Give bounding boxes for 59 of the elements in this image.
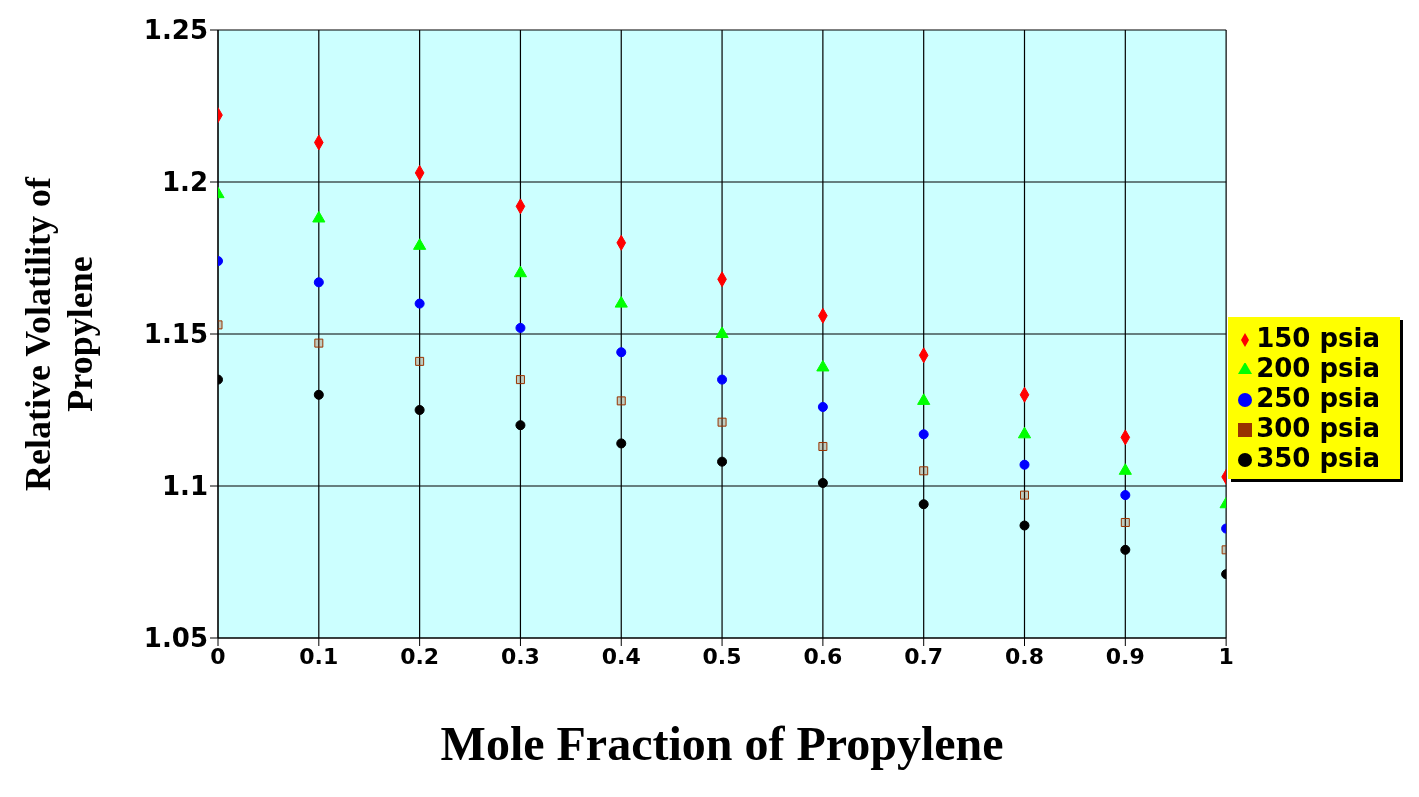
point bbox=[1019, 520, 1030, 531]
point bbox=[1120, 544, 1131, 555]
point bbox=[918, 499, 929, 510]
point bbox=[313, 277, 324, 288]
y-axis-title: Relative Volatility of Propylene bbox=[18, 176, 100, 491]
point bbox=[817, 401, 828, 412]
point bbox=[717, 456, 728, 467]
point bbox=[413, 238, 427, 250]
x-tick-label: 0.5 bbox=[702, 643, 742, 669]
x-tick-label: 0.4 bbox=[601, 643, 641, 669]
x-tick-label: 0.9 bbox=[1105, 643, 1145, 669]
y-tick-label: 1.05 bbox=[143, 623, 208, 654]
point bbox=[616, 438, 627, 449]
point bbox=[513, 265, 528, 278]
legend-label: 250 psia bbox=[1256, 383, 1380, 413]
legend-label: 350 psia bbox=[1256, 443, 1380, 473]
x-tick-label: 0.8 bbox=[1005, 643, 1044, 669]
point bbox=[616, 396, 626, 406]
point bbox=[917, 393, 931, 405]
y-tick-label: 1.2 bbox=[161, 167, 208, 198]
point bbox=[313, 389, 324, 400]
point bbox=[1120, 517, 1130, 527]
x-tick-label: 0.6 bbox=[803, 643, 843, 669]
legend-label: 150 psia bbox=[1256, 323, 1380, 353]
x-tick-label: 0 bbox=[210, 643, 226, 669]
y-tick-label: 1.1 bbox=[161, 471, 208, 502]
point bbox=[515, 420, 526, 431]
point bbox=[818, 441, 828, 451]
point bbox=[1020, 490, 1029, 500]
point bbox=[1118, 463, 1132, 475]
point bbox=[817, 477, 828, 488]
point bbox=[717, 417, 727, 427]
point bbox=[919, 466, 929, 476]
x-axis-title: Mole Fraction of Propylene bbox=[440, 717, 1004, 770]
point bbox=[715, 326, 729, 339]
legend-label: 200 psia bbox=[1256, 353, 1380, 383]
point bbox=[515, 322, 526, 333]
y-tick-label: 1.15 bbox=[143, 319, 208, 350]
point bbox=[515, 375, 525, 385]
point bbox=[1019, 459, 1030, 470]
point bbox=[1120, 490, 1131, 501]
point bbox=[414, 404, 425, 416]
point bbox=[414, 298, 425, 309]
y-tick-label: 1.25 bbox=[143, 15, 208, 46]
x-tick-label: 0.3 bbox=[500, 643, 540, 669]
point bbox=[918, 429, 929, 440]
x-tick-label: 0.7 bbox=[904, 643, 944, 669]
x-tick-label: 1 bbox=[1218, 643, 1234, 669]
point bbox=[1017, 426, 1032, 439]
x-tick-label: 0.1 bbox=[299, 643, 339, 669]
point bbox=[314, 338, 324, 348]
x-tick-label: 0.2 bbox=[400, 643, 440, 669]
point bbox=[816, 359, 830, 372]
point bbox=[717, 374, 728, 385]
legend-label: 300 psia bbox=[1256, 413, 1380, 443]
point bbox=[312, 210, 326, 223]
point bbox=[616, 347, 627, 358]
point bbox=[415, 356, 425, 366]
point bbox=[614, 296, 628, 308]
